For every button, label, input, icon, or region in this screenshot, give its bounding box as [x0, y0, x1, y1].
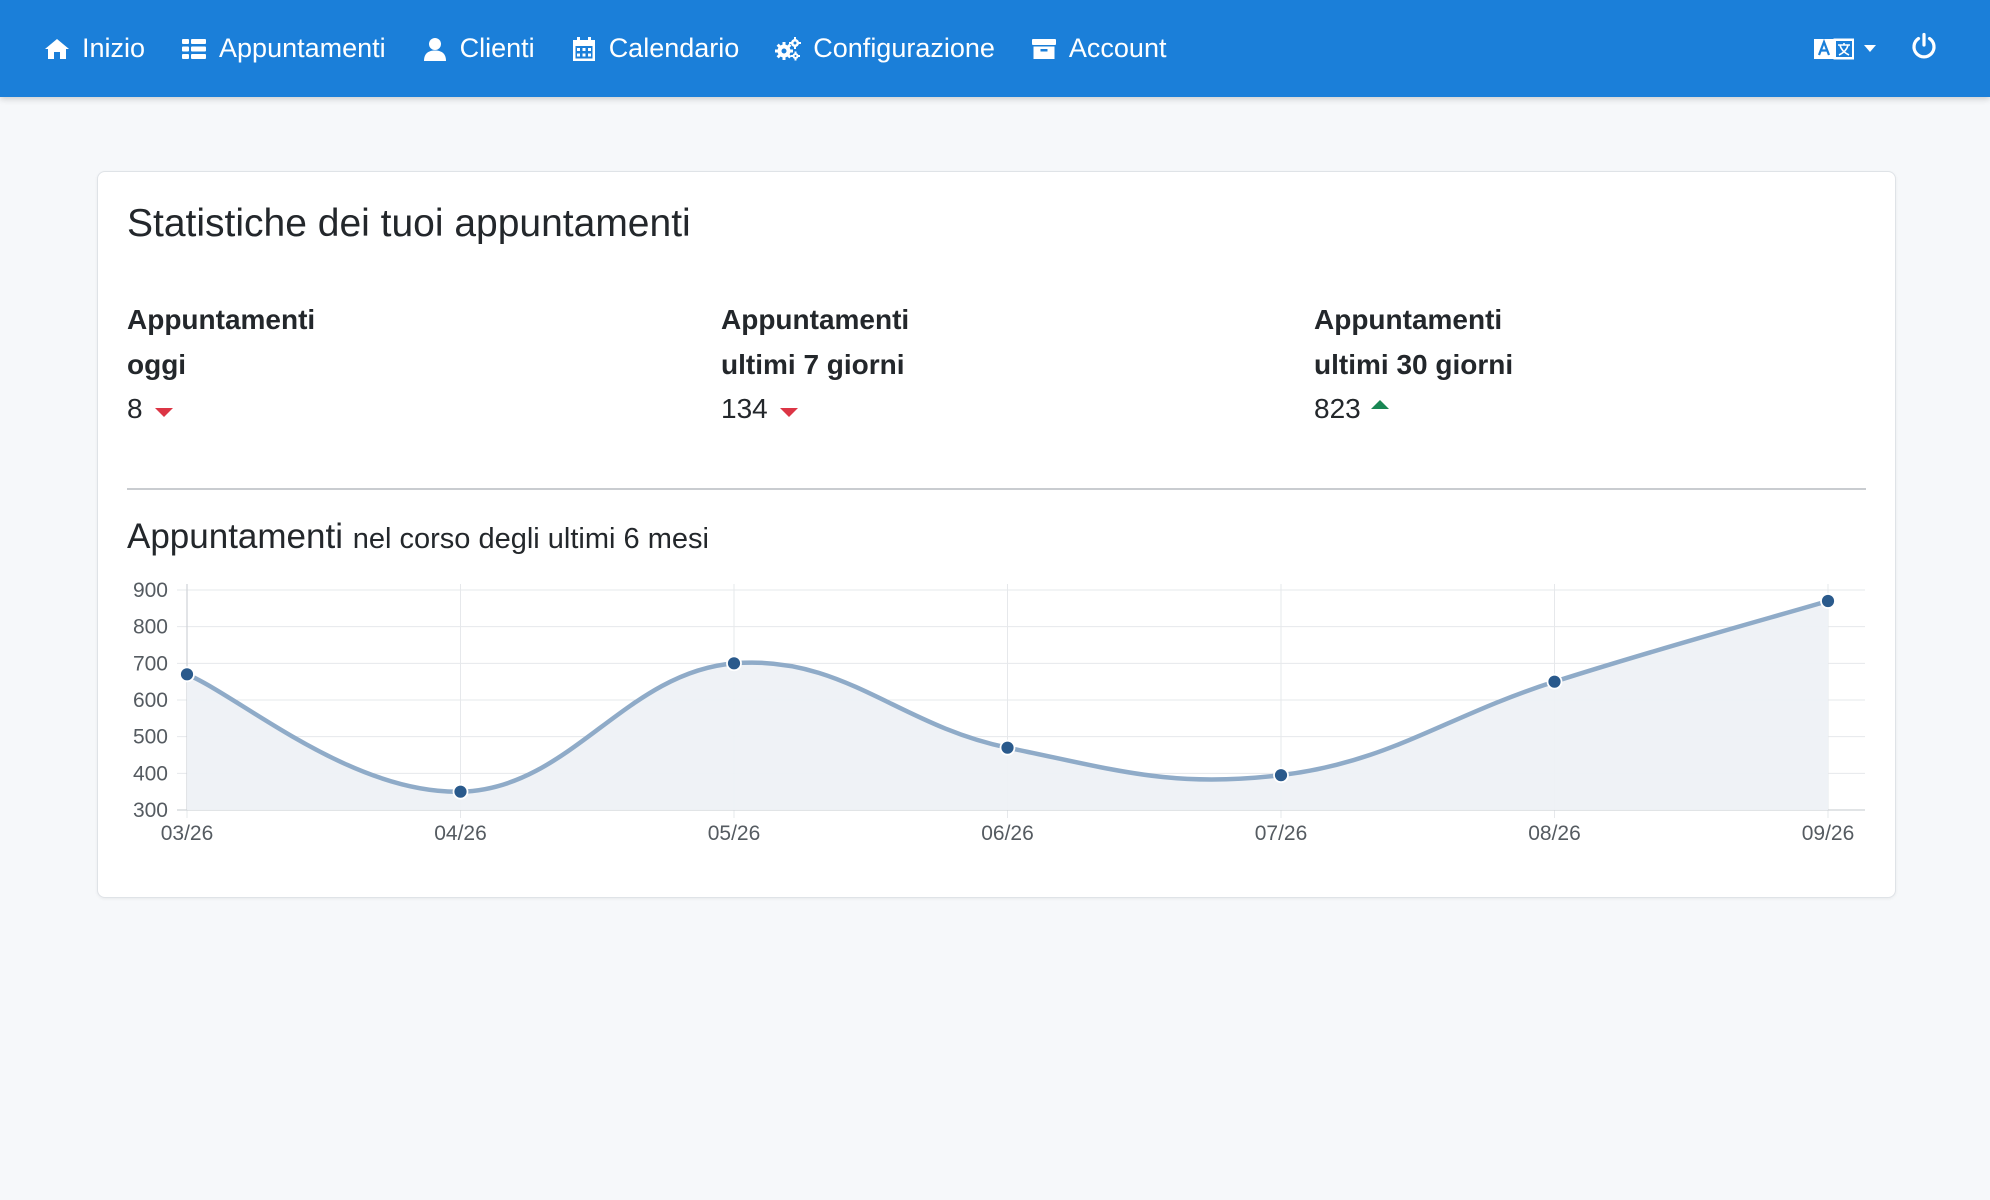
card-title: Statistiche dei tuoi appuntamenti	[127, 202, 691, 245]
nav-item-label: Inizio	[82, 33, 146, 63]
stat-label-line1: Appuntamenti	[1314, 304, 1503, 335]
trend-down-icon	[154, 407, 173, 417]
x-tick-label: 05/26	[708, 822, 761, 845]
stat-label-line2: oggi	[127, 349, 187, 380]
user-icon	[423, 37, 446, 61]
list-icon	[182, 38, 207, 59]
series-area	[187, 601, 1828, 810]
home-icon	[45, 38, 69, 59]
trend-down-icon	[779, 407, 798, 417]
stat-7-days: Appuntamenti ultimi 7 giorni 134	[721, 297, 1281, 431]
top-navbar: Inizio Appuntamenti Clienti Calendario C…	[0, 0, 1990, 97]
stat-value: 823	[1314, 387, 1874, 431]
cogs-icon	[775, 36, 802, 60]
data-point	[726, 655, 742, 672]
y-tick-label: 500	[133, 726, 168, 749]
stat-label: Appuntamenti ultimi 30 giorni	[1314, 297, 1874, 387]
stat-value: 8	[127, 387, 687, 431]
x-tick-label: 09/26	[1802, 822, 1855, 845]
stat-number: 823	[1314, 393, 1361, 424]
stat-label: Appuntamenti ultimi 7 giorni	[721, 297, 1281, 387]
data-point	[999, 739, 1016, 756]
stat-number: 134	[721, 393, 768, 424]
stat-label-line2: ultimi 7 giorni	[721, 349, 905, 380]
nav-item-appuntamenti[interactable]: Appuntamenti	[163, 0, 404, 97]
nav-item-label: Account	[1068, 33, 1167, 63]
y-tick-label: 700	[133, 652, 168, 675]
x-tick-label: 08/26	[1528, 822, 1581, 845]
nav-item-label: Configurazione	[813, 33, 995, 63]
calendar-icon	[572, 36, 595, 61]
power-icon	[1912, 32, 1936, 59]
data-point	[1273, 767, 1289, 784]
x-tick-label: 06/26	[981, 822, 1034, 845]
nav-item-clienti[interactable]: Clienti	[404, 0, 553, 97]
chevron-down-icon	[1864, 45, 1876, 52]
stat-number: 8	[127, 393, 143, 424]
nav-right	[1814, 0, 1938, 97]
y-tick-label: 600	[133, 689, 168, 712]
stat-label-line1: Appuntamenti	[721, 304, 910, 335]
chart-title: Appuntamenti nel corso degli ultimi 6 me…	[127, 517, 709, 557]
archive-icon	[1031, 38, 1056, 59]
chart-title-main: Appuntamenti	[127, 517, 343, 556]
data-point	[1546, 673, 1563, 690]
y-tick-label: 800	[133, 616, 168, 639]
y-tick-label: 300	[133, 799, 168, 822]
stats-card: Statistiche dei tuoi appuntamenti Appunt…	[97, 171, 1896, 898]
logout-button[interactable]	[1910, 32, 1938, 65]
stat-today: Appuntamenti oggi 8	[127, 297, 687, 431]
stat-label-line1: Appuntamenti	[127, 304, 316, 335]
x-tick-label: 03/26	[161, 822, 214, 845]
stat-label-line2: ultimi 30 giorni	[1314, 349, 1514, 380]
x-tick-label: 07/26	[1255, 822, 1308, 845]
y-tick-label: 900	[133, 579, 168, 602]
nav-item-inizio[interactable]: Inizio	[44, 0, 163, 97]
data-point	[1820, 593, 1836, 609]
nav-item-account[interactable]: Account	[1013, 0, 1185, 97]
nav-item-calendario[interactable]: Calendario	[553, 0, 758, 97]
chart-title-sub: nel corso degli ultimi 6 mesi	[352, 523, 709, 555]
nav-item-configurazione[interactable]: Configurazione	[757, 0, 1013, 97]
stat-value: 134	[721, 387, 1281, 431]
appointments-line-chart: 300 400 500 600 700 800 900 03/26 04/26 05/26 06/2…	[133, 579, 1865, 845]
x-tick-label: 04/26	[434, 822, 487, 845]
language-dropdown[interactable]	[1814, 36, 1876, 62]
y-tick-label: 400	[133, 762, 168, 785]
translate-icon	[1814, 38, 1854, 59]
nav-item-label: Clienti	[459, 33, 535, 63]
stat-label: Appuntamenti oggi	[127, 297, 687, 387]
data-point	[179, 666, 195, 683]
data-point	[452, 783, 469, 800]
nav-item-label: Appuntamenti	[219, 33, 386, 63]
divider	[127, 488, 1866, 490]
trend-up-icon	[1370, 399, 1389, 409]
nav-item-label: Calendario	[608, 33, 740, 63]
main-nav: Inizio Appuntamenti Clienti Calendario C…	[44, 0, 1184, 97]
stat-30-days: Appuntamenti ultimi 30 giorni 823	[1314, 297, 1874, 431]
